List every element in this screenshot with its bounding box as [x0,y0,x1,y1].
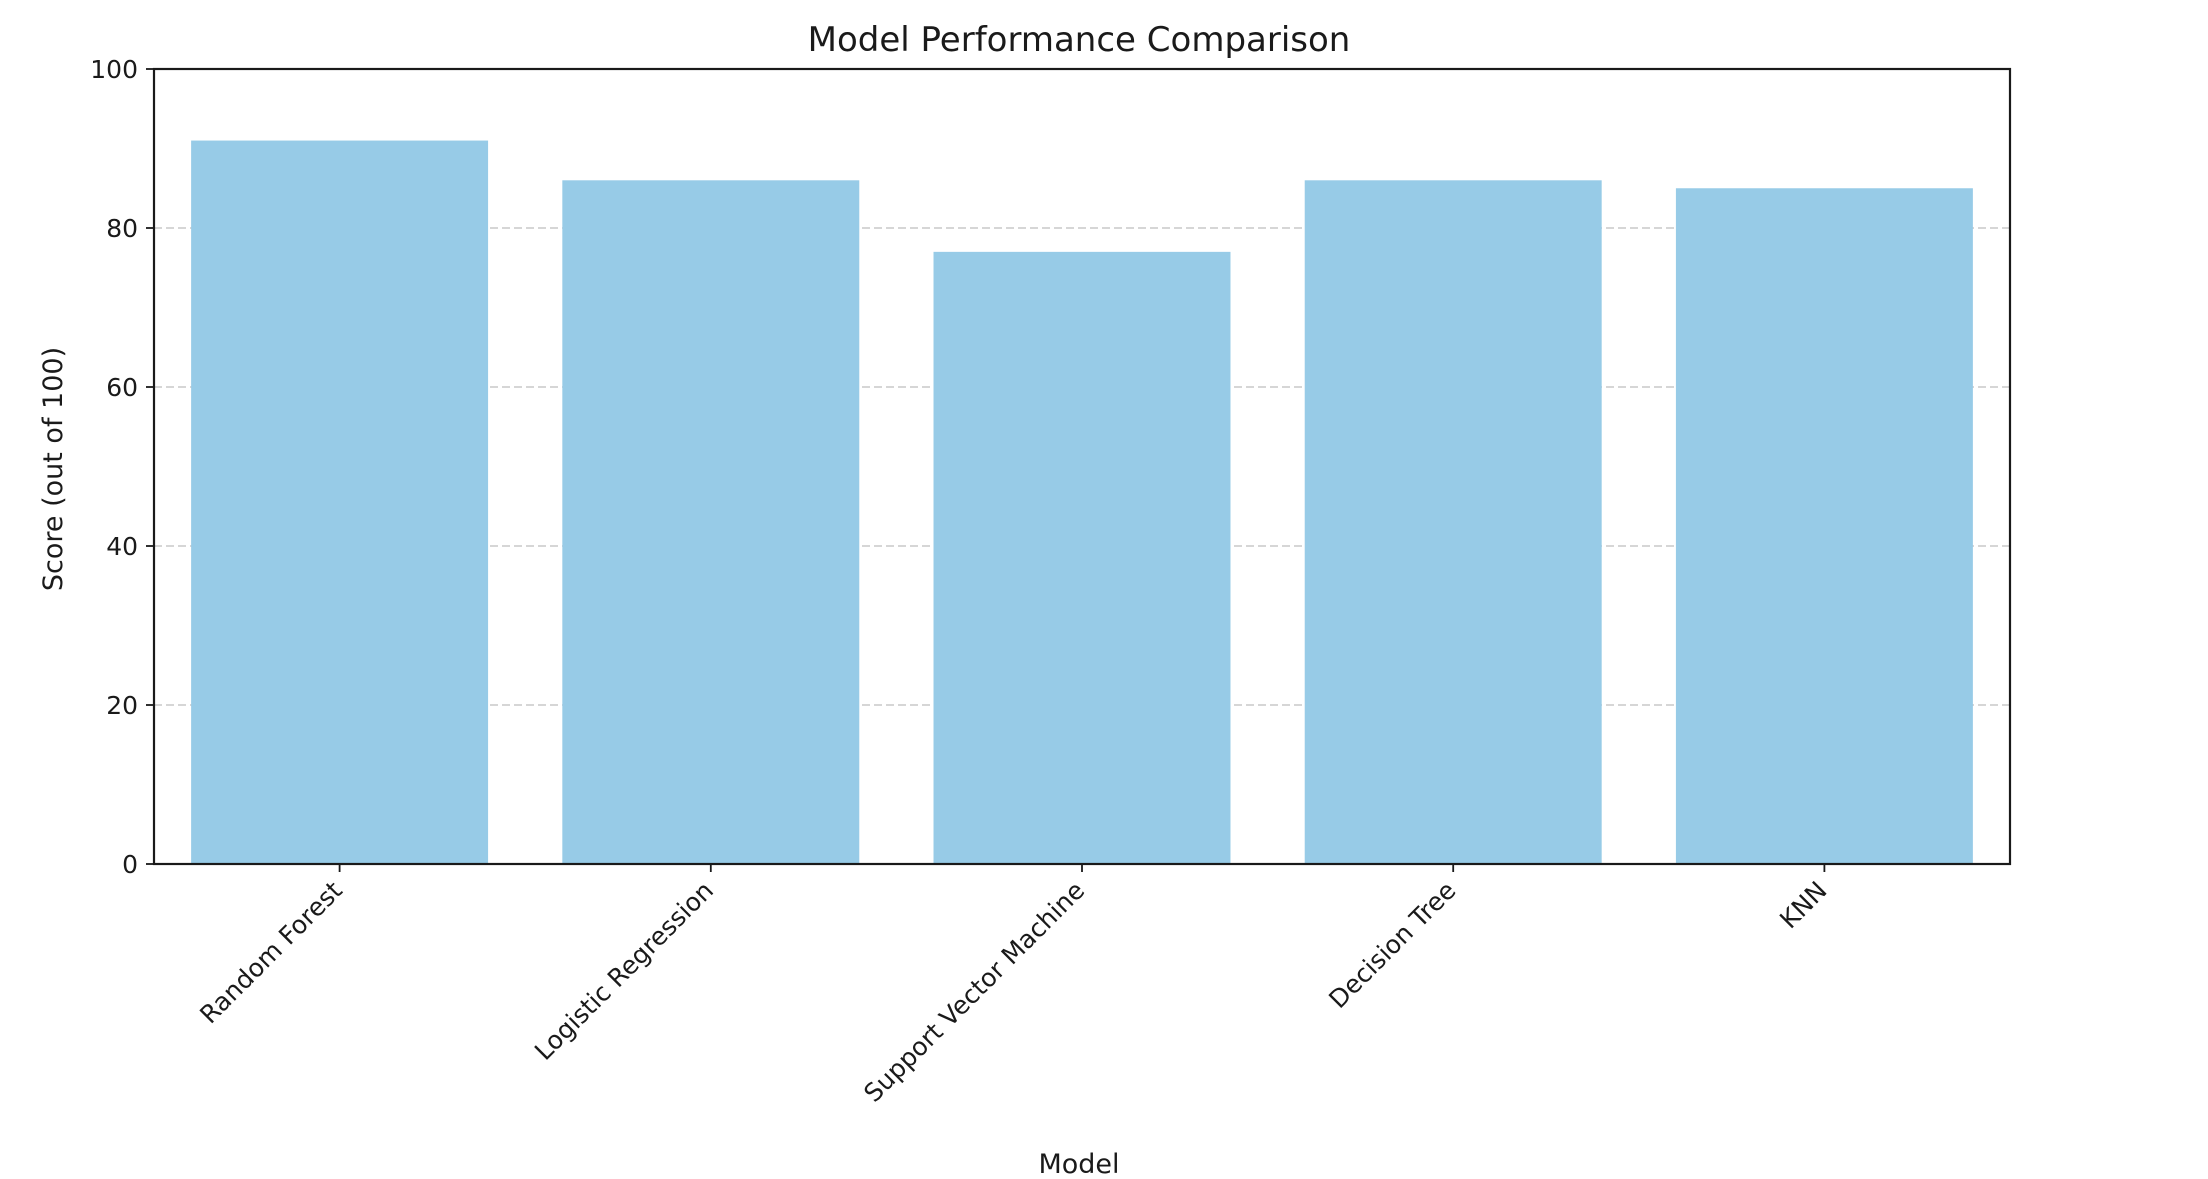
chart-title: Model Performance Comparison [808,20,1351,60]
bar [562,180,860,865]
y-axis-title: Score (out of 100) [38,347,69,591]
bar [191,140,489,865]
y-tick-label: 100 [90,55,138,84]
y-tick-label: 0 [122,850,138,879]
y-tick-label: 60 [106,373,138,402]
x-axis-title: Model [1038,1149,1119,1174]
x-tick-label: Logistic Regression [529,876,719,1066]
y-tick-label: 80 [106,214,138,243]
x-tick-label: Support Vector Machine [858,876,1090,1108]
x-axis: Random Forest Logistic Regression Support … [194,864,1833,1108]
x-tick-label: Random Forest [194,876,348,1030]
bar [1304,180,1602,865]
bar [1675,188,1973,864]
bar [933,251,1231,865]
bars [191,140,1973,865]
y-tick-label: 20 [106,691,138,720]
x-tick-label: KNN [1774,876,1833,935]
y-axis: 0 20 40 60 80 100 [90,55,154,879]
x-tick-label: Decision Tree [1323,876,1461,1014]
y-tick-label: 40 [106,532,138,561]
